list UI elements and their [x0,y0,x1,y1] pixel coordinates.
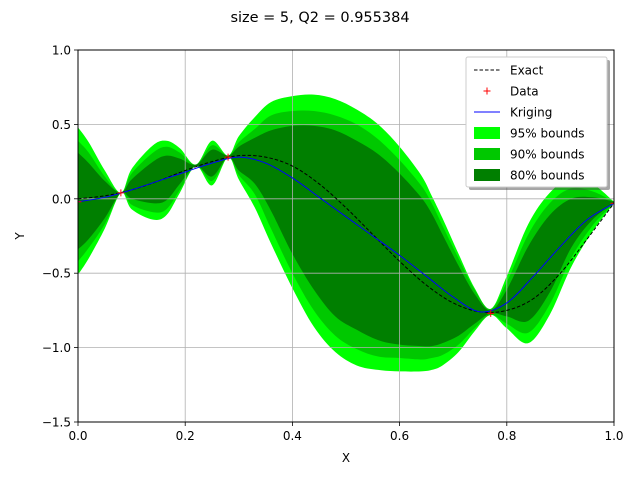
confidence-band-3 [78,125,614,347]
x-tick-label: 0.8 [497,429,516,443]
y-axis-label: Y [13,232,27,241]
x-tick-label: 0.4 [283,429,302,443]
legend-label: Data [510,85,539,99]
legend-label: 90% bounds [510,148,585,162]
legend-box [465,56,608,188]
kriging-line [78,156,614,313]
data-point [610,199,614,207]
legend-label: Exact [510,64,544,78]
y-tick-label: −0.5 [42,267,71,281]
legend: Exact Data Kriging 95% bounds 90% bounds 8… [465,56,610,190]
data-point [78,198,82,206]
y-tick-label: 1.0 [52,44,71,58]
data-point [117,189,125,197]
legend-label: 95% bounds [510,127,585,141]
legend-label: Kriging [510,106,552,120]
y-tick-label: −1.5 [42,416,71,430]
x-axis: 0.0 0.2 0.4 0.6 0.8 1.0 [68,422,624,443]
legend-label: 80% bounds [510,169,585,183]
data-point [487,309,495,317]
chart-title: size = 5, Q2 = 0.955384 [230,10,409,26]
legend-swatch-band-3 [474,169,500,181]
y-axis: −1.5 −1.0 −0.5 0.0 0.5 1.0 [42,44,78,430]
legend-swatch-band-2 [474,148,500,160]
data-point [224,153,232,161]
y-tick-label: 0.0 [52,192,71,206]
legend-swatch-band-1 [474,127,500,139]
x-tick-label: 0.0 [68,429,87,443]
x-tick-label: 0.2 [176,429,195,443]
x-tick-label: 1.0 [604,429,623,443]
legend-swatch-data [483,87,491,95]
x-tick-label: 0.6 [390,429,409,443]
x-axis-label: X [342,451,350,465]
y-tick-label: 0.5 [52,118,71,132]
plot-frame [77,49,615,423]
y-tick-label: −1.0 [42,341,71,355]
